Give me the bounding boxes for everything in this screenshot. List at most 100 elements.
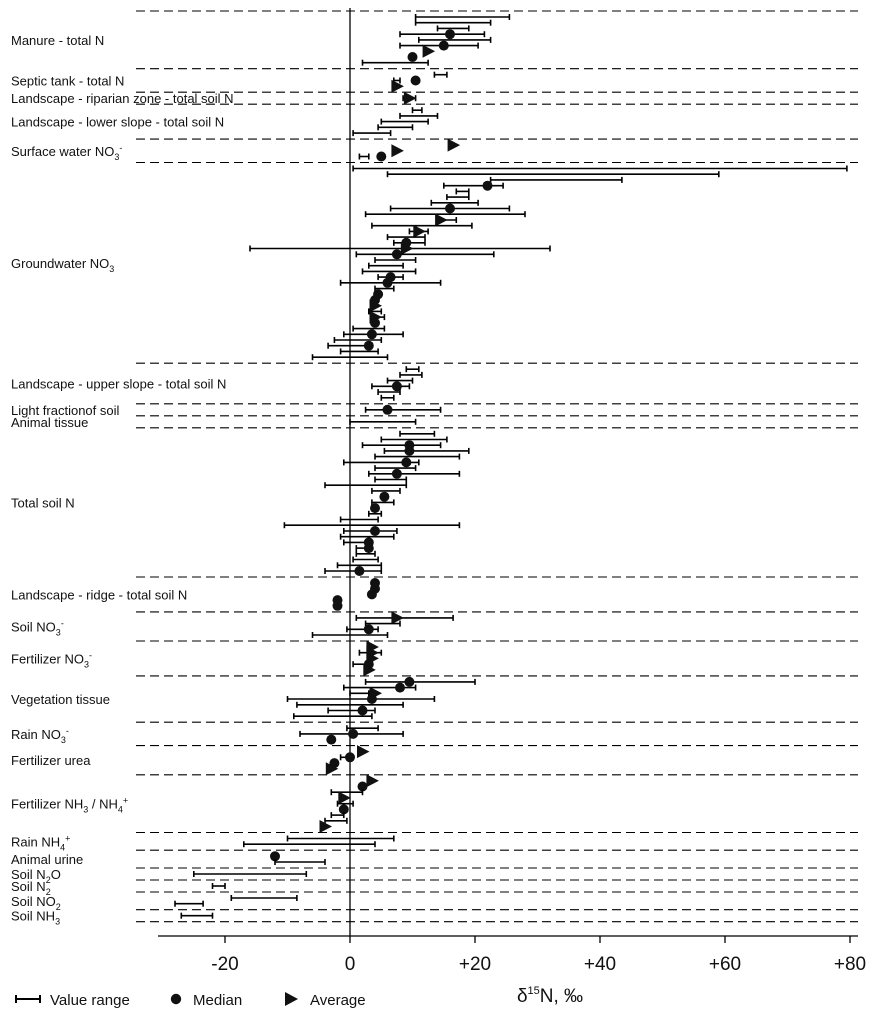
category-label-15-text: Fertilizer urea [11,753,91,768]
category-label-9: Total soil N [11,495,75,510]
category-label-14-sup: - [66,726,69,736]
median-point-g7-r0 [382,404,393,415]
legend-label-range: Value range [50,992,130,1009]
category-label-13-text: Vegetation tissue [11,692,110,707]
category-label-12-sup: - [89,650,92,660]
category-label-8: Animal tissue [11,415,88,430]
median-point-g0-r3 [445,29,455,40]
category-label-17: Rain NH4+ [11,833,70,852]
x-axis: -20 0 +20 +40 +60 +80 δ15N, ‰ [158,935,866,1007]
x-axis-title-rest: N, ‰ [540,986,583,1007]
median-point-g6-r3 [391,381,402,392]
category-label-15: Fertilizer urea [11,753,91,768]
median-point-g13-r1 [395,682,405,693]
median-point-g16-r1 [357,781,368,792]
median-point-g5-r3 [482,180,493,191]
category-label-8-text: Animal tissue [11,415,88,430]
median-point-g10-r2 [366,589,377,600]
category-label-16: Fertilizer NH3 / NH4+ [11,796,128,815]
median-point-g9-r3 [404,445,415,456]
average-point-g11-r0 [391,611,404,625]
median-point-g5-r20 [382,277,393,288]
x-tick-label-4: +60 [709,954,741,975]
category-label-13: Vegetation tissue [11,692,110,707]
x-tick-label-0: -20 [211,954,238,975]
average-point-g15-r0 [357,745,370,759]
average-point-g16-r3 [338,791,351,805]
category-label-3-text: Landscape - lower slope - total soil N [11,115,224,130]
category-label-5: Groundwater NO3 [11,256,114,274]
category-label-20-text: Soil N [11,879,46,894]
category-label-16-sub2: 4 [118,805,123,815]
median-point-g13-r3 [366,694,377,704]
median-point-g9-r5 [401,457,412,468]
legend-label-average: Average [310,992,366,1009]
category-label-2-text: Landscape - riparian zone - total soil N [11,91,234,106]
category-label-17-sup: + [65,833,70,843]
median-point-g5-r27 [370,317,380,328]
category-label-11: Soil NO3- [11,618,64,637]
category-label-5-text: Groundwater NO [11,256,109,271]
category-label-18-text: Animal urine [11,852,83,867]
legend-median-icon [170,993,182,1005]
median-point-g9-r24 [354,566,365,576]
category-label-12: Fertilizer NO3- [11,650,92,669]
category-label-16-mid: / NH [88,797,118,812]
category-label-1: Septic tank - total N [11,74,124,89]
x-tick-label-1: 0 [345,954,356,975]
category-label-11-text: Soil NO [11,619,56,634]
category-label-10-text: Landscape - ridge - total soil N [11,587,187,602]
x-axis-title: δ15N, ‰ [517,985,583,1007]
average-point-g16-r8 [319,820,332,833]
category-label-22-text: Soil NH [11,909,55,924]
category-label-7-text: Light fractionof soil [11,403,120,418]
median-point-g9-r7 [391,468,402,479]
category-label-4: Surface water NO3- [11,143,122,162]
category-label-5-sub: 3 [109,264,114,274]
average-point-g4-r1 [391,144,404,158]
average-point-g5-r14 [400,242,414,255]
median-point-g0-r7 [407,52,418,62]
median-point-g14-r2 [326,734,337,745]
legend: Value range Median Average [15,992,366,1009]
median-point-g4-r2 [376,151,387,162]
median-point-g0-r5 [438,40,449,51]
category-label-21: Soil NO2 [11,894,61,912]
category-label-14-sub: 3 [61,735,66,745]
median-point-g9-r17 [370,526,380,536]
average-point-g12-r4 [363,663,376,677]
category-label-11-sup: - [61,618,64,628]
legend-item-average: Average [285,992,366,1009]
median-point-g9-r20 [363,543,374,554]
category-label-14: Rain NO3- [11,726,69,745]
category-label-2: Landscape - riparian zone - total soil N [11,91,234,106]
category-label-12-text: Fertilizer NO [11,651,84,666]
median-point-g11-r2 [363,624,374,635]
x-tick-label-5: +80 [834,954,866,975]
legend-item-range: Value range [15,992,130,1009]
average-point-g16-r0 [366,774,379,788]
category-label-18: Animal urine [11,852,83,867]
category-label-6: Landscape - upper slope - total soil N [11,377,226,392]
category-label-3: Landscape - lower slope - total soil N [11,115,224,130]
category-label-1-text: Septic tank - total N [11,74,124,89]
median-point-g1-r1 [410,75,421,86]
category-label-20: Soil N2 [11,879,51,897]
median-point-g10-r4 [332,600,343,611]
group-dividers [136,10,858,923]
category-label-16-text: Fertilizer NH [11,797,83,812]
category-label-0-text: Manure - total N [11,33,104,48]
median-point-g5-r31 [363,340,374,351]
x-tick-label-3: +40 [584,954,616,975]
category-label-10: Landscape - ridge - total soil N [11,587,187,602]
category-label-16-sup2: + [123,796,128,806]
category-labels: Manure - total N Septic tank - total N Lan… [11,33,234,927]
category-label-17-sub: 4 [60,842,65,852]
category-label-17-text: Rain NH [11,834,60,849]
category-label-4-sub: 3 [114,152,119,162]
category-label-16-sub: 3 [83,805,88,815]
category-label-19-text: Soil N [11,867,46,882]
data-marks [174,14,848,919]
